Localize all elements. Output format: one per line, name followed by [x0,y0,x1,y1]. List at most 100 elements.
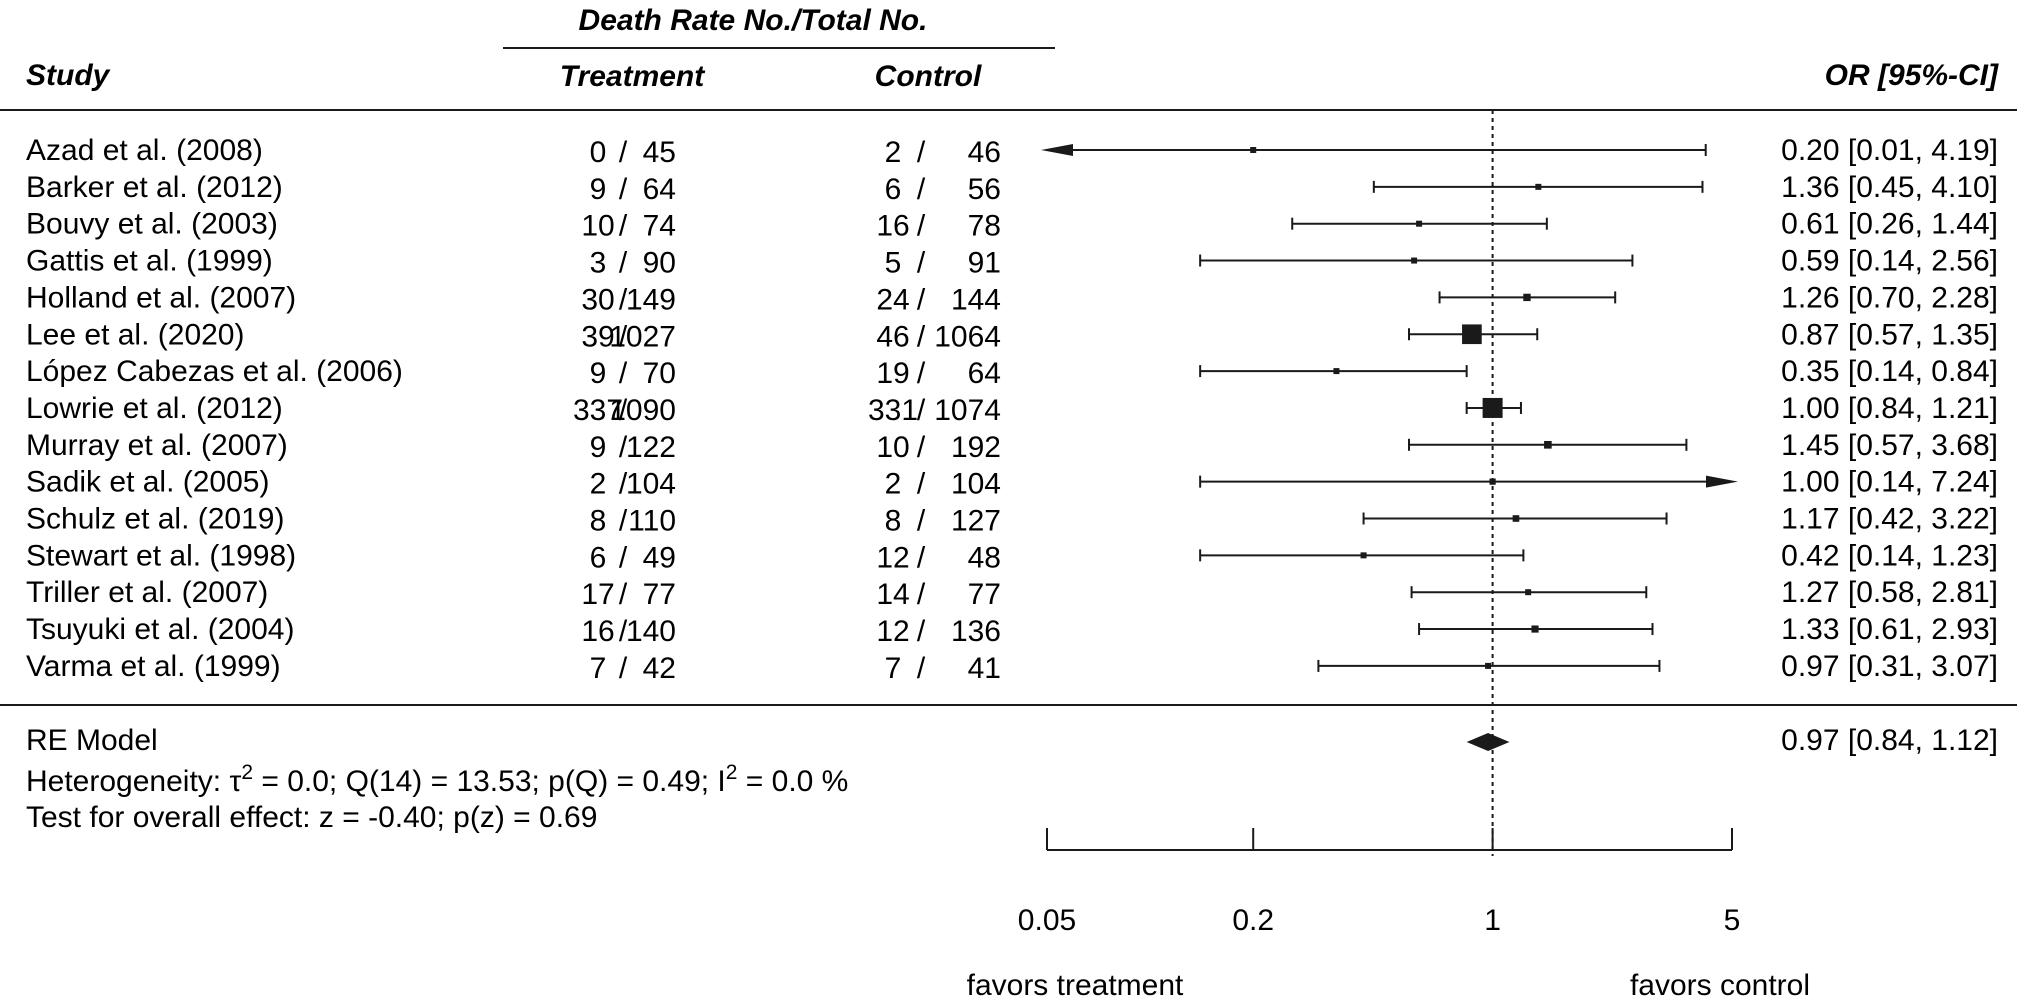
treatment-separator: / [619,652,628,685]
study-row: Azad et al. (2008) 0 / 45 2 / 46 0.20 [0.01, 4.… [26,134,1998,169]
treatment-events: 10 [581,210,614,243]
favors-treatment-label: favors treatment [967,969,1184,1000]
treatment-separator: / [619,283,628,316]
study-name: Murray et al. (2007) [26,429,288,462]
study-name: Holland et al. (2007) [26,281,296,314]
study-rows: Azad et al. (2008) 0/45 2/46 0.20 [0.01, 4.… [26,134,1998,685]
treatment-events: 9 [590,431,607,464]
study-name: Barker et al. (2012) [26,171,283,204]
study-row: López Cabezas et al. (2006) 9/70 19/64 0.35… [26,355,1998,390]
treatment-events: 3 [590,247,607,280]
favors-control-label: favors control [1630,969,1810,1000]
treatment-total: 49 [643,541,676,574]
control-separator: / [917,468,926,501]
control-header: Control [875,60,982,93]
study-name: Sadik et al. (2005) [26,466,269,499]
point-estimate [1523,293,1531,302]
control-total: 56 [968,173,1001,206]
study-name: López Cabezas et al. (2006) [26,355,403,388]
study-row: Gattis et al. (1999) 3 / 90 5 / 91 0.59 [0.14, … [26,245,1998,280]
study-row: Bouvy et al. (2003) 10/74 16/78 0.61 [0.26,… [26,208,1998,243]
treatment-events: 8 [590,505,607,538]
treatment-separator: / [619,615,628,648]
treatment-total: 45 [643,136,676,169]
treatment-separator: / [619,210,628,243]
effect-label: 0.97 [0.31, 3.07] [1781,650,1998,683]
treatment-events: 337 [573,394,623,427]
treatment-events: 17 [581,578,614,611]
control-separator: / [917,505,926,538]
summary-diamond [1466,733,1510,751]
study-row: Murray et al. (2007) 9/122 10/192 1.45 [0.5… [26,429,1998,464]
control-separator: / [917,394,926,427]
effect-header: OR [95%-CI] [1825,59,1999,92]
point-estimate [1333,368,1340,375]
point-estimate [1411,257,1418,264]
point-estimate [1525,589,1532,596]
study-row: Barker et al. (2012) 9 / 64 6 / 56 1.36 [0.45, … [26,171,1998,206]
treatment-separator: / [619,357,628,390]
study-name: Lee et al. (2020) [26,318,244,351]
heterogeneity-suffix: = 0.0 % [737,765,848,798]
x-axis: 0.05 0.2 1 5 [1018,828,1741,937]
effect-label: 1.27 [0.58, 2.81] [1781,576,1998,609]
tau-superscript: 2 [241,761,253,784]
summary-effect-label: 0.97 [0.84, 1.12] [1781,724,1998,757]
treatment-total: 74 [643,210,676,243]
point-estimate [1531,625,1539,633]
study-name: Varma et al. (1999) [26,650,281,683]
effect-label: 0.20 [0.01, 4.19] [1781,134,1998,167]
study-row: Sadik et al. (2005) 2/104 2/104 1.00 [0.14,… [26,466,1998,501]
effect-label: 1.00 [0.84, 1.21] [1781,392,1998,425]
treatment-separator: / [619,136,628,169]
control-events: 19 [876,357,909,390]
control-separator: / [917,173,926,206]
effect-label: 0.59 [0.14, 2.56] [1781,245,1998,278]
control-events: 6 [885,173,902,206]
point-estimate [1512,515,1520,522]
control-separator: / [917,247,926,280]
treatment-events: 9 [590,173,607,206]
effect-label: 1.45 [0.57, 3.68] [1781,429,1998,462]
study-header: Study [26,59,111,92]
control-events: 12 [876,615,909,648]
study-name: Gattis et al. (1999) [26,245,273,278]
treatment-separator: / [619,541,628,574]
study-name: Triller et al. (2007) [26,576,268,609]
study-row: Stewart et al. (1998) 6/49 12/48 0.42 [0.14… [26,539,1998,574]
control-total: 46 [968,136,1001,169]
treatment-total: 64 [643,173,676,206]
treatment-total: 140 [626,615,676,648]
x-tick-label: 5 [1724,904,1741,937]
control-separator: / [917,652,926,685]
treatment-separator: / [619,505,628,538]
treatment-events: 6 [590,541,607,574]
control-total: 104 [951,468,1001,501]
treatment-total: 104 [626,468,676,501]
treatment-separator: / [619,431,628,464]
group-title: Death Rate No./Total No. [579,4,928,37]
treatment-separator: / [619,320,628,353]
control-separator: / [917,320,926,353]
treatment-header: Treatment [560,60,707,93]
effect-label: 1.17 [0.42, 3.22] [1781,503,1998,536]
treatment-events: 39 [581,320,614,353]
overall-effect-text: Test for overall effect: z = -0.40; p(z)… [26,801,597,834]
control-events: 24 [876,283,909,316]
point-estimate [1360,552,1367,559]
ci-right-arrow [1706,475,1738,488]
treatment-total: 42 [643,652,676,685]
study-name: Schulz et al. (2019) [26,503,284,536]
ci-left-arrow [1041,144,1073,156]
summary-label: RE Model [26,724,158,757]
heterogeneity-prefix: Heterogeneity: τ [26,765,241,798]
control-total: 127 [951,505,1001,538]
control-total: 64 [968,357,1001,390]
treatment-events: 2 [590,468,607,501]
control-separator: / [917,357,926,390]
treatment-total: 149 [626,283,676,316]
effect-label: 1.26 [0.70, 2.28] [1781,281,1998,314]
control-total: 1074 [934,394,1001,427]
effect-label: 0.61 [0.26, 1.44] [1781,208,1998,241]
